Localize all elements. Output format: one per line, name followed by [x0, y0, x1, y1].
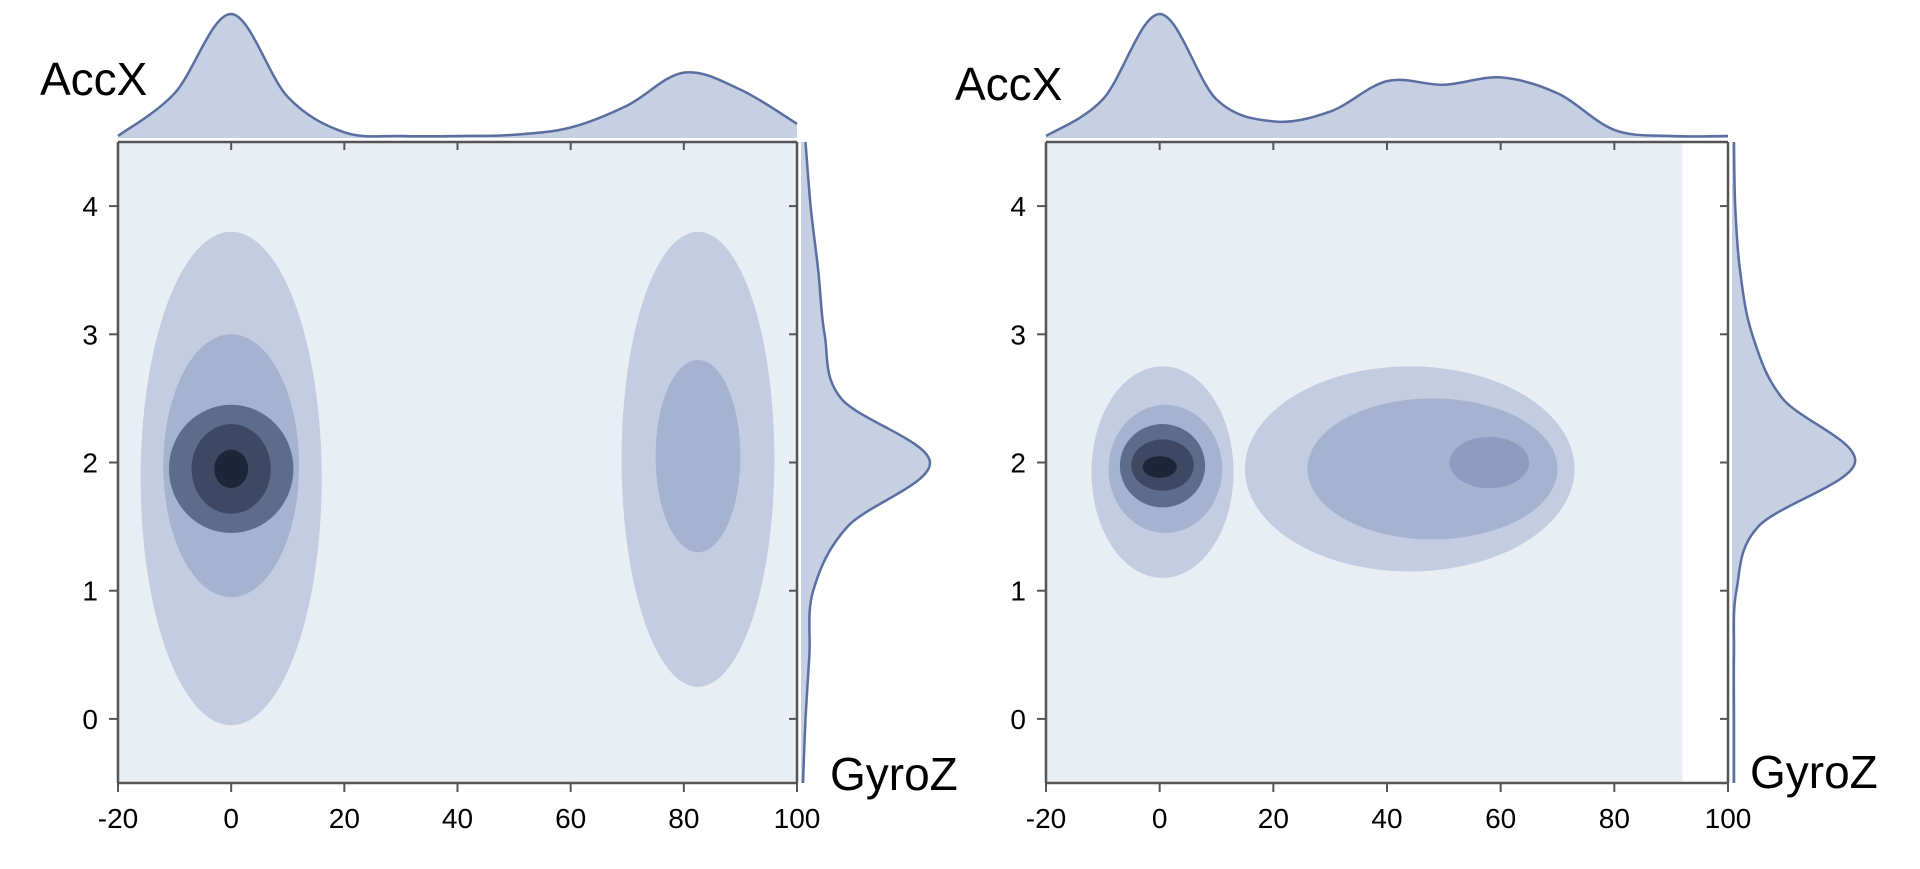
x-tick-label: 20 — [329, 803, 360, 834]
x-tick-label: 100 — [774, 803, 821, 834]
marginal-y-line — [1732, 141, 1857, 783]
cluster-1-contour-4 — [1142, 456, 1177, 478]
marginal-y-line — [801, 141, 932, 784]
marginal-x-line — [1045, 12, 1729, 138]
x-axis-label: GyroZ — [1750, 746, 1878, 798]
y-tick-label: 4 — [1010, 191, 1026, 222]
cluster-2-contour-2 — [1449, 436, 1530, 489]
cluster-1-contour-4 — [214, 449, 249, 489]
y-tick-label: 0 — [1010, 704, 1026, 735]
marginal-x-line — [117, 12, 798, 138]
marginal-y-fill — [801, 142, 931, 783]
x-tick-label: 60 — [1485, 803, 1516, 834]
x-tick-label: -20 — [98, 803, 138, 834]
cluster-2-contour-1 — [655, 359, 741, 553]
x-tick-label: 0 — [1152, 803, 1168, 834]
y-tick-label: 2 — [1010, 448, 1026, 479]
x-tick-label: 80 — [1599, 803, 1630, 834]
marginal-y-fill — [1732, 142, 1856, 783]
y-tick-label: 4 — [82, 191, 98, 222]
jointplot-right: -20 0 20 40 60 80 100 0 1 2 3 4 AccX GyroZ — [955, 12, 1878, 834]
y-tick-label: 3 — [1010, 319, 1026, 350]
y-tick-label: 2 — [82, 448, 98, 479]
x-tick-label: 80 — [668, 803, 699, 834]
x-tick-label: 0 — [223, 803, 239, 834]
x-tick-label: 40 — [1371, 803, 1402, 834]
x-tick-label: 60 — [555, 803, 586, 834]
x-tick-label: 100 — [1705, 803, 1752, 834]
cluster-2-contour-1 — [1307, 398, 1558, 540]
marginal-x-fill — [1046, 14, 1728, 138]
x-axis-label: GyroZ — [830, 748, 958, 800]
y-tick-label: 1 — [1010, 576, 1026, 607]
x-tick-label: 20 — [1258, 803, 1289, 834]
y-axis-label: AccX — [955, 58, 1062, 110]
x-tick-label: 40 — [442, 803, 473, 834]
marginal-x-fill — [118, 13, 797, 138]
x-tick-label: -20 — [1026, 803, 1066, 834]
jointplot-left: -20 0 20 40 60 80 100 0 1 2 3 4 AccX GyroZ — [40, 12, 958, 834]
y-tick-label: 3 — [82, 319, 98, 350]
y-tick-label: 1 — [82, 576, 98, 607]
y-axis-label: AccX — [40, 53, 147, 105]
y-tick-label: 0 — [82, 704, 98, 735]
